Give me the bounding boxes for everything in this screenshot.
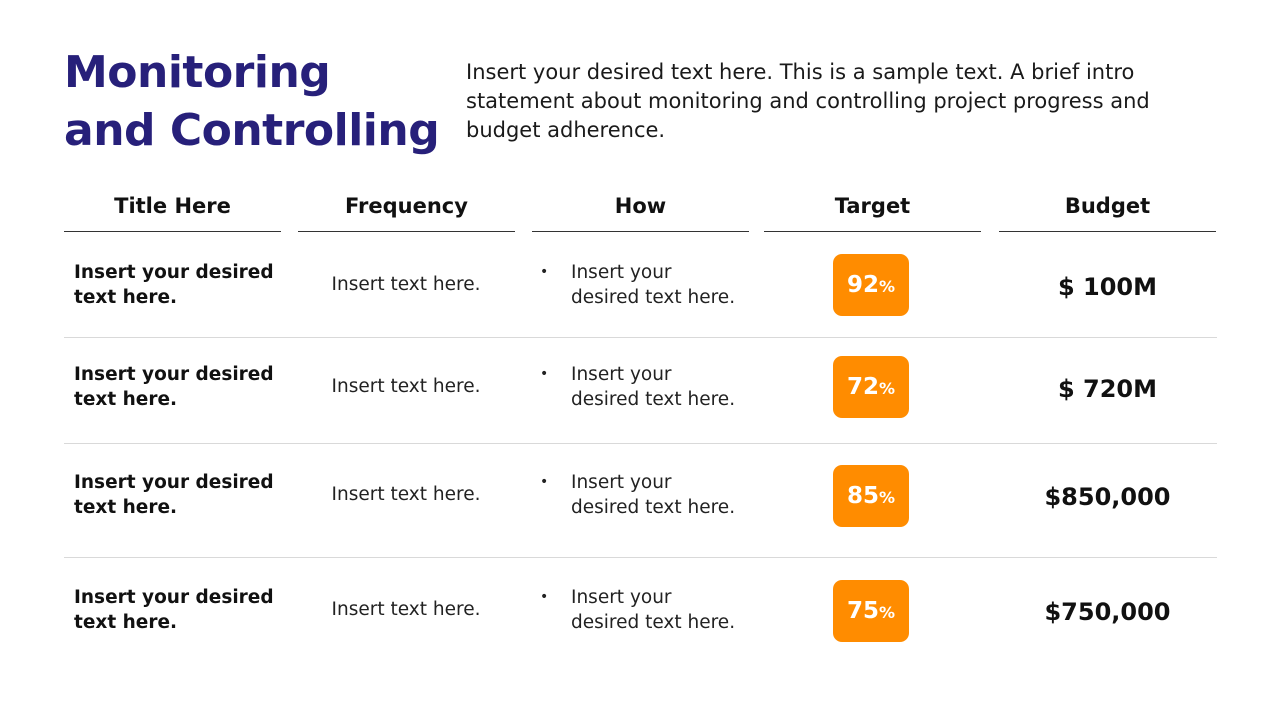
row-budget: $ 720M (1057, 375, 1158, 403)
row-how-line-2: desired text here. (571, 389, 736, 410)
row-title-line-1: Insert your desired (74, 262, 274, 283)
target-badge: 85% (833, 465, 909, 527)
row-divider (64, 557, 1217, 558)
row-title-line-2: text here. (74, 497, 178, 518)
column-header-budget: Budget (999, 190, 1216, 232)
row-frequency: Insert text here. (331, 484, 481, 505)
row-divider (64, 443, 1217, 444)
row-title: Insert your desired text here. (74, 260, 284, 310)
intro-text: Insert your desired text here. This is a… (466, 60, 1150, 142)
row-how-line-1: Insert your (571, 472, 672, 493)
row-how-text: Insert your desired text here. (571, 362, 751, 412)
row-budget: $ 100M (1057, 273, 1158, 301)
slide-title-line-2: and Controlling (64, 105, 440, 156)
target-badge: 75% (833, 580, 909, 642)
row-how-line-2: desired text here. (571, 287, 736, 308)
row-divider (64, 337, 1217, 338)
column-header-frequency: Frequency (298, 190, 515, 232)
row-title: Insert your desired text here. (74, 470, 284, 520)
target-value: 72 (846, 374, 879, 400)
target-value: 85 (846, 483, 879, 509)
bullet-icon: • (540, 474, 549, 490)
row-budget: $750,000 (1044, 598, 1171, 626)
row-frequency: Insert text here. (331, 376, 481, 397)
row-how-text: Insert your desired text here. (571, 260, 751, 310)
row-title-line-1: Insert your desired (74, 587, 274, 608)
row-title-line-1: Insert your desired (74, 364, 274, 385)
bullet-icon: • (540, 264, 549, 280)
target-badge: 92% (833, 254, 909, 316)
row-title-line-1: Insert your desired (74, 472, 274, 493)
row-frequency: Insert text here. (331, 274, 481, 295)
column-header-how: How (532, 190, 749, 232)
column-header-title: Title Here (64, 190, 281, 232)
row-title: Insert your desired text here. (74, 585, 284, 635)
row-title-line-2: text here. (74, 612, 178, 633)
target-badge: 72% (833, 356, 909, 418)
slide-title: Monitoring and Controlling (64, 44, 444, 160)
row-title-line-2: text here. (74, 287, 178, 308)
row-budget: $850,000 (1044, 483, 1171, 511)
column-header-target: Target (764, 190, 981, 232)
row-how-line-1: Insert your (571, 587, 672, 608)
target-value: 92 (846, 272, 879, 298)
target-value: 75 (846, 598, 879, 624)
row-how-text: Insert your desired text here. (571, 470, 751, 520)
target-unit: % (878, 379, 896, 398)
target-unit: % (878, 603, 896, 622)
row-how-line-2: desired text here. (571, 497, 736, 518)
row-frequency: Insert text here. (331, 599, 481, 620)
row-how-text: Insert your desired text here. (571, 585, 751, 635)
bullet-icon: • (540, 366, 549, 382)
slide-title-line-1: Monitoring (64, 47, 331, 98)
bullet-icon: • (540, 589, 549, 605)
row-how-line-1: Insert your (571, 364, 672, 385)
target-unit: % (878, 488, 896, 507)
row-how-line-2: desired text here. (571, 612, 736, 633)
row-how-line-1: Insert your (571, 262, 672, 283)
row-title-line-2: text here. (74, 389, 178, 410)
row-title: Insert your desired text here. (74, 362, 284, 412)
target-unit: % (878, 277, 896, 296)
